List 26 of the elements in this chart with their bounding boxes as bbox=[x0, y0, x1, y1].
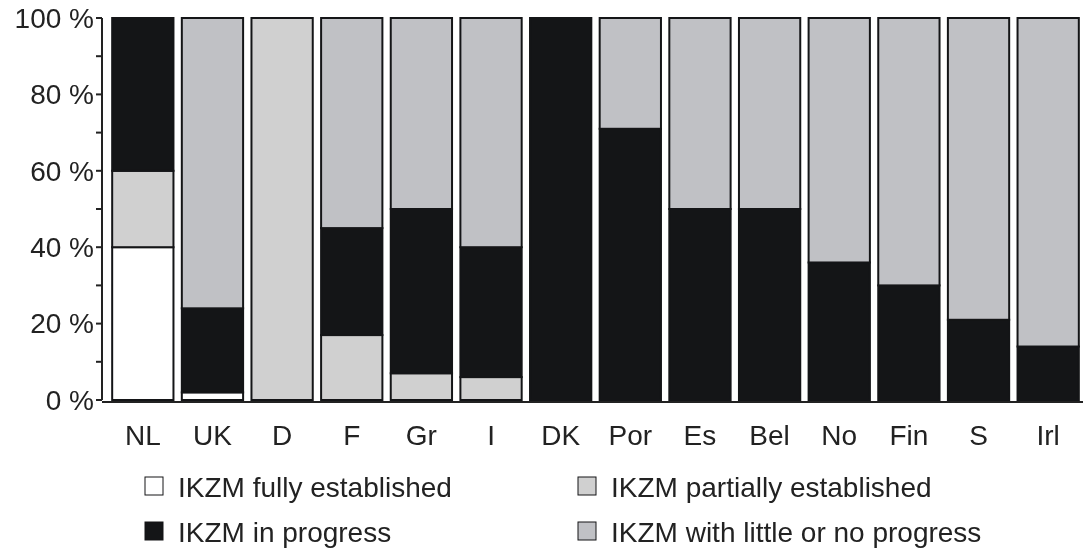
legend-label: IKZM partially established bbox=[611, 471, 932, 503]
x-tick-label: I bbox=[487, 420, 495, 451]
x-tick-label: UK bbox=[193, 420, 233, 451]
bar bbox=[529, 17, 593, 401]
x-tick-label: Gr bbox=[405, 420, 437, 451]
x-tick-label: No bbox=[821, 420, 858, 451]
x-tick-label: F bbox=[343, 420, 361, 451]
x-tick-label: Irl bbox=[1036, 420, 1060, 451]
legend-label: IKZM with little or no progress bbox=[611, 516, 982, 548]
y-tick-label: 80 % bbox=[30, 79, 94, 111]
y-tick-label: 0 % bbox=[45, 384, 94, 416]
x-tick-label: NL bbox=[124, 420, 161, 451]
x-tick-label: S bbox=[969, 420, 988, 451]
x-tick-label: D bbox=[271, 420, 293, 451]
y-tick-label: 20 % bbox=[30, 308, 94, 340]
x-tick-label: Es bbox=[683, 420, 717, 451]
x-tick-label: Fin bbox=[889, 420, 929, 451]
y-tick-label: 60 % bbox=[30, 155, 94, 187]
x-tick-label: Por bbox=[608, 420, 653, 451]
x-tick-label: DK bbox=[541, 420, 581, 451]
legend-label: IKZM fully established bbox=[178, 471, 452, 503]
bar bbox=[250, 17, 314, 401]
legend-label: IKZM in progress bbox=[178, 516, 392, 548]
y-tick-label: 100 % bbox=[14, 2, 94, 34]
x-tick-label: Bel bbox=[749, 420, 790, 451]
y-tick-label: 40 % bbox=[30, 232, 94, 263]
